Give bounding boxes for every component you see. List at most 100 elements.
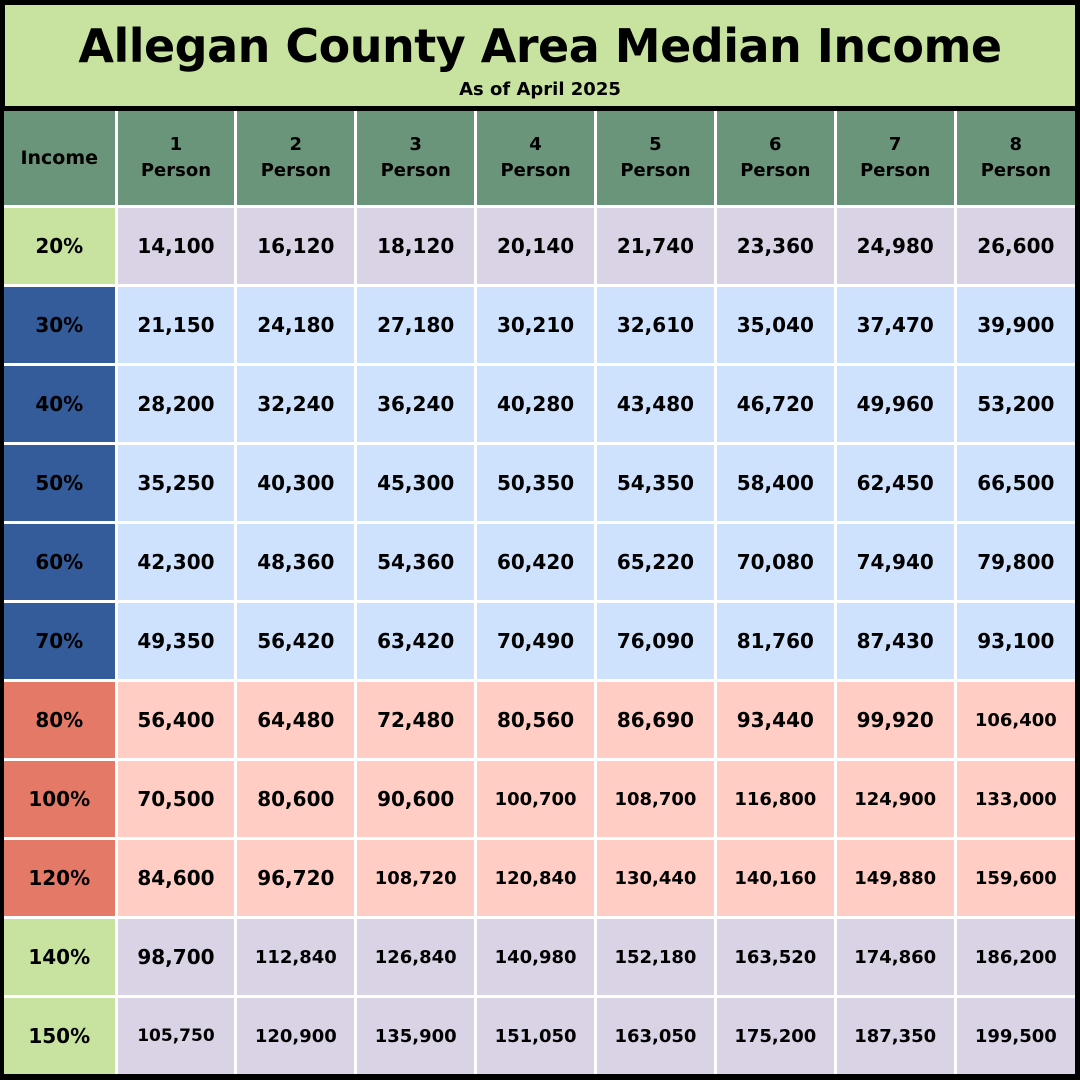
table-row: 60% 42,300 48,360 54,360 60,420 65,220 70,080 7…	[4, 521, 1075, 603]
income-cell: 32,610	[594, 284, 717, 366]
table-row: 70% 49,350 56,420 63,420 70,490 76,090 81,760 8…	[4, 600, 1075, 682]
income-cell: 42,300	[114, 521, 238, 603]
income-cell: 46,720	[713, 363, 837, 445]
column-number: 3	[409, 134, 422, 155]
income-cell: 63,420	[354, 600, 478, 682]
income-cell: 70,080	[713, 521, 837, 603]
income-percent-label: 40%	[4, 363, 118, 445]
income-cell: 18,120	[354, 205, 478, 287]
income-cell: 20,140	[474, 205, 597, 287]
income-cell: 72,480	[354, 679, 478, 761]
income-cell: 90,600	[354, 758, 478, 840]
column-label: Person	[380, 160, 451, 181]
income-cell: 93,440	[713, 679, 837, 761]
income-cell: 56,420	[234, 600, 358, 682]
income-cell: 149,880	[833, 837, 957, 919]
income-cell: 159,600	[953, 837, 1075, 919]
column-header-8-person: 8 Person	[953, 111, 1075, 208]
income-cell: 105,750	[114, 995, 238, 1074]
income-percent-label: 20%	[4, 205, 118, 287]
column-number: 5	[649, 134, 662, 155]
income-cell: 108,700	[594, 758, 717, 840]
income-cell: 151,050	[474, 995, 597, 1074]
income-cell: 116,800	[713, 758, 837, 840]
income-cell: 35,040	[713, 284, 837, 366]
income-cell: 54,350	[594, 442, 717, 524]
income-cell: 140,980	[474, 916, 597, 998]
income-cell: 65,220	[594, 521, 717, 603]
column-header-1-person: 1 Person	[114, 111, 238, 208]
income-cell: 152,180	[594, 916, 717, 998]
column-header-3-person: 3 Person	[354, 111, 478, 208]
column-number: 6	[769, 134, 782, 155]
income-cell: 126,840	[354, 916, 478, 998]
table-row: 50% 35,250 40,300 45,300 50,350 54,350 58,400 6…	[4, 442, 1075, 524]
income-cell: 112,840	[234, 916, 358, 998]
table-row: 120% 84,600 96,720 108,720 120,840 130,440 140…	[4, 837, 1075, 919]
income-cell: 199,500	[953, 995, 1075, 1074]
income-percent-label: 60%	[4, 521, 118, 603]
income-cell: 39,900	[953, 284, 1075, 366]
income-cell: 135,900	[354, 995, 478, 1074]
column-header-5-person: 5 Person	[594, 111, 717, 208]
income-cell: 66,500	[953, 442, 1075, 524]
income-cell: 30,210	[474, 284, 597, 366]
income-cell: 48,360	[234, 521, 358, 603]
income-table: Income 1 Person 2 Person 3 Person 4 Person 5…	[4, 111, 1075, 1074]
income-cell: 93,100	[953, 600, 1075, 682]
income-cell: 70,500	[114, 758, 238, 840]
column-label: Person	[260, 160, 331, 181]
income-cell: 62,450	[833, 442, 957, 524]
income-percent-label: 80%	[4, 679, 118, 761]
income-cell: 187,350	[833, 995, 957, 1074]
income-cell: 79,800	[953, 521, 1075, 603]
column-number: 8	[1009, 134, 1023, 155]
income-cell: 49,350	[114, 600, 238, 682]
column-number: 4	[529, 134, 542, 155]
income-cell: 49,960	[833, 363, 957, 445]
column-label: Person	[140, 160, 212, 181]
income-cell: 124,900	[833, 758, 957, 840]
income-cell: 120,840	[474, 837, 597, 919]
income-column-header: Income	[4, 111, 118, 208]
income-cell: 56,400	[114, 679, 238, 761]
income-cell: 140,160	[713, 837, 837, 919]
income-cell: 43,480	[594, 363, 717, 445]
income-cell: 74,940	[833, 521, 957, 603]
column-header-2-person: 2 Person	[234, 111, 358, 208]
income-cell: 120,900	[234, 995, 358, 1074]
column-label: Person	[980, 160, 1051, 181]
column-header-7-person: 7 Person	[833, 111, 957, 208]
column-number: 2	[289, 134, 303, 155]
income-cell: 108,720	[354, 837, 478, 919]
column-label: Person	[500, 160, 571, 181]
income-cell: 96,720	[234, 837, 358, 919]
income-cell: 32,240	[234, 363, 358, 445]
income-cell: 80,600	[234, 758, 358, 840]
income-cell: 40,280	[474, 363, 597, 445]
income-cell: 80,560	[474, 679, 597, 761]
income-cell: 16,120	[234, 205, 358, 287]
column-header-6-person: 6 Person	[713, 111, 837, 208]
income-percent-label: 150%	[4, 995, 118, 1074]
income-cell: 99,920	[833, 679, 957, 761]
income-cell: 53,200	[953, 363, 1075, 445]
income-cell: 84,600	[114, 837, 238, 919]
income-cell: 106,400	[953, 679, 1075, 761]
income-percent-label: 100%	[4, 758, 118, 840]
income-cell: 86,690	[594, 679, 717, 761]
column-number: 1	[169, 134, 183, 155]
page-subtitle: As of April 2025	[459, 79, 621, 100]
income-cell: 98,700	[114, 916, 238, 998]
table-row: 20% 14,100 16,120 18,120 20,140 21,740 23,360 2…	[4, 205, 1075, 287]
table-row: 140% 98,700 112,840 126,840 140,980 152,180 16…	[4, 916, 1075, 998]
income-cell: 100,700	[474, 758, 597, 840]
column-label: Person	[620, 160, 691, 181]
income-cell: 27,180	[354, 284, 478, 366]
income-cell: 81,760	[713, 600, 837, 682]
income-cell: 130,440	[594, 837, 717, 919]
income-cell: 40,300	[234, 442, 358, 524]
table-row: 150% 105,750 120,900 135,900 151,050 163,050 1…	[4, 995, 1075, 1074]
income-percent-label: 120%	[4, 837, 118, 919]
income-cell: 37,470	[833, 284, 957, 366]
